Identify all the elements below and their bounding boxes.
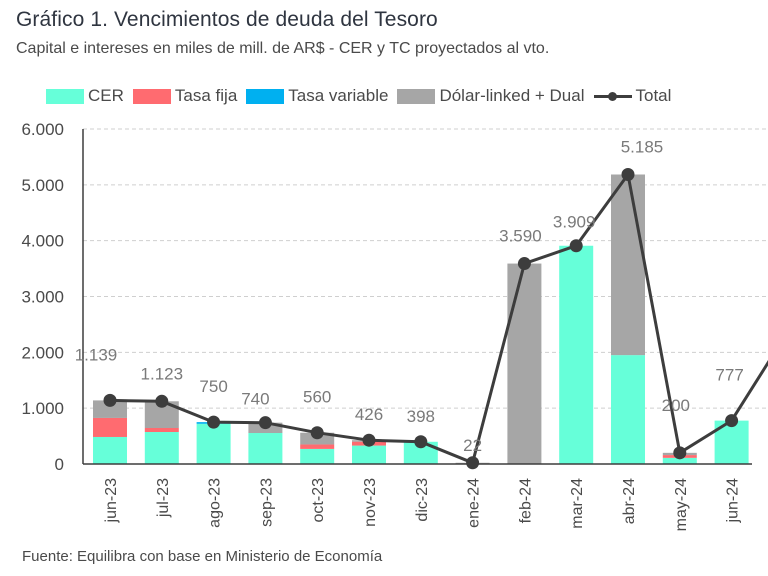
total-point <box>517 257 531 271</box>
total-point <box>207 415 221 429</box>
y-tick-label: 3.000 <box>21 288 64 307</box>
axes <box>82 129 752 465</box>
total-point <box>621 168 635 182</box>
legend-swatch-dolar-linked <box>397 88 436 104</box>
total-point <box>569 239 583 253</box>
data-label: 200 <box>662 396 690 415</box>
y-tick-label: 2.000 <box>21 343 64 362</box>
bar-segment-tasa-fija <box>93 417 127 437</box>
total-point <box>258 416 272 430</box>
legend: CER Tasa fija Tasa variable Dólar-linked… <box>46 86 680 106</box>
bar-segment-cer <box>611 355 645 464</box>
legend-item-tasa-variable: Tasa variable <box>246 86 388 106</box>
legend-item-total: Total <box>593 86 672 106</box>
data-label: 750 <box>199 377 227 396</box>
legend-item-dolar-linked: Dólar-linked + Dual <box>397 86 585 106</box>
y-tick-label: 4.000 <box>21 232 64 251</box>
x-tick-label: may-24 <box>673 478 690 531</box>
legend-swatch-tasa-variable <box>246 88 285 104</box>
total-point <box>414 435 428 449</box>
bar-segment-cer <box>144 432 179 464</box>
data-label: 560 <box>303 388 331 407</box>
bar-segment-d-lar-linked-dual <box>507 263 542 464</box>
y-tick-labels: 0 1.000 2.000 3.000 4.000 5.000 6.000 <box>21 120 64 474</box>
bar-segment-tasa-fija <box>300 444 335 449</box>
x-tick-label: oct-23 <box>310 478 327 523</box>
data-label: 1.123 <box>141 364 184 383</box>
legend-item-tasa-fija: Tasa fija <box>132 86 238 106</box>
gridlines <box>83 128 768 409</box>
x-tick-label: ago-23 <box>207 478 224 528</box>
legend-label: Dólar-linked + Dual <box>439 86 585 105</box>
legend-swatch-tasa-fija <box>132 88 171 104</box>
y-tick-label: 5.000 <box>21 176 64 195</box>
data-label: 777 <box>715 366 743 385</box>
y-tick-label: 0 <box>55 455 64 474</box>
data-label: 22 <box>463 436 482 455</box>
x-tick-label: jul-23 <box>155 478 172 518</box>
x-tick-labels: jun-23 jul-23 ago-23 sep-23 oct-23 nov-23 dic-… <box>103 478 742 531</box>
chart-subtitle: Capital e intereses en miles de mill. de… <box>16 40 550 57</box>
bar-segment-tasa-fija <box>144 427 179 433</box>
total-point <box>725 414 739 428</box>
total-point <box>310 426 324 440</box>
legend-label: CER <box>88 86 124 105</box>
data-label: 1.139 <box>75 345 118 364</box>
chart-title: Gráfico 1. Vencimientos de deuda del Tes… <box>16 8 438 31</box>
data-label: 740 <box>241 390 269 409</box>
bar-segment-cer <box>248 433 283 464</box>
x-tick-label: sep-23 <box>258 478 275 527</box>
legend-label: Tasa variable <box>288 86 389 105</box>
bar-segment-cer <box>93 436 127 464</box>
legend-label: Tasa fija <box>174 86 238 105</box>
source-note: Fuente: Equilibra con base en Ministerio… <box>22 548 383 565</box>
x-tick-label: jun-23 <box>103 478 120 524</box>
total-line <box>103 168 768 470</box>
legend-item-cer: CER <box>46 86 124 106</box>
legend-label: Total <box>635 86 672 105</box>
total-point <box>103 393 117 407</box>
bar-segment-cer <box>403 441 438 464</box>
total-point <box>466 456 480 470</box>
data-label: 426 <box>355 405 383 424</box>
bar-segment-cer <box>662 457 697 464</box>
data-labels: 1.139 1.123 750 740 560 426 398 22 3.590 3.909 5.1… <box>75 138 744 455</box>
x-tick-label: jun-24 <box>725 478 742 524</box>
data-label: 3.590 <box>499 227 542 246</box>
total-point <box>673 446 687 460</box>
total-line-path <box>109 173 768 465</box>
x-tick-label: mar-24 <box>569 478 586 529</box>
data-label: 3.909 <box>553 213 596 232</box>
y-tick-label: 1.000 <box>21 399 64 418</box>
bar-segment-d-lar-linked-dual <box>93 400 127 418</box>
x-tick-label: abr-24 <box>621 478 638 524</box>
x-tick-label: feb-24 <box>517 478 534 523</box>
total-point <box>155 394 169 408</box>
x-tick-label: nov-23 <box>362 478 379 527</box>
bar-segment-cer <box>300 448 335 464</box>
legend-line-marker-icon <box>593 89 632 104</box>
total-point <box>362 433 376 447</box>
data-label: 398 <box>407 407 435 426</box>
x-tick-label: ene-24 <box>466 478 483 528</box>
bar-segment-d-lar-linked-dual <box>611 174 645 356</box>
bar-segment-cer <box>559 245 594 464</box>
data-label: 5.185 <box>621 138 664 157</box>
bar-segment-cer <box>352 445 386 464</box>
y-tick-label: 6.000 <box>21 120 64 139</box>
legend-swatch-cer <box>46 88 84 104</box>
bar-segment-cer <box>196 423 231 464</box>
x-tick-label: dic-23 <box>414 478 431 522</box>
